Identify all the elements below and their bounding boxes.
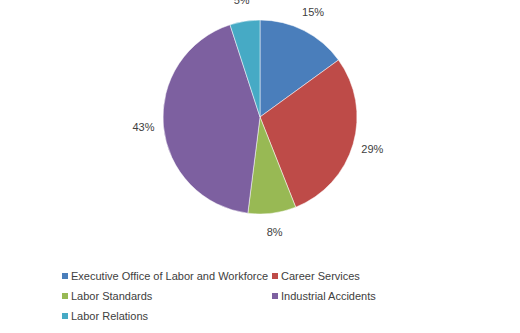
legend-label: Executive Office of Labor and Workforce: [71, 270, 268, 282]
legend-swatch: [62, 273, 68, 279]
legend-label: Labor Standards: [71, 290, 153, 302]
data-label: 5%: [234, 0, 250, 6]
data-label: 15%: [302, 6, 324, 18]
legend-item: Career Services: [272, 270, 360, 282]
legend-item: Executive Office of Labor and Workforce: [62, 270, 268, 282]
legend-swatch: [62, 293, 68, 299]
legend-swatch: [272, 273, 278, 279]
pie-slice: [230, 20, 260, 117]
legend-label: Career Services: [281, 270, 360, 282]
data-label: 43%: [133, 121, 155, 133]
legend-swatch: [62, 313, 68, 319]
legend: Executive Office of Labor and Workforce C…: [62, 270, 376, 322]
legend-label: Labor Relations: [71, 310, 149, 322]
legend-item: Industrial Accidents: [272, 290, 376, 302]
chart: 15% 29% 8% 43% 5% Executive Office of Labor a…: [0, 0, 520, 333]
pie: 15% 29% 8% 43% 5%: [133, 0, 384, 238]
data-label: 8%: [267, 226, 283, 238]
legend-item: Labor Relations: [62, 310, 149, 322]
legend-item: Labor Standards: [62, 290, 153, 302]
legend-swatch: [272, 293, 278, 299]
data-label: 29%: [361, 143, 383, 155]
legend-label: Industrial Accidents: [281, 290, 376, 302]
